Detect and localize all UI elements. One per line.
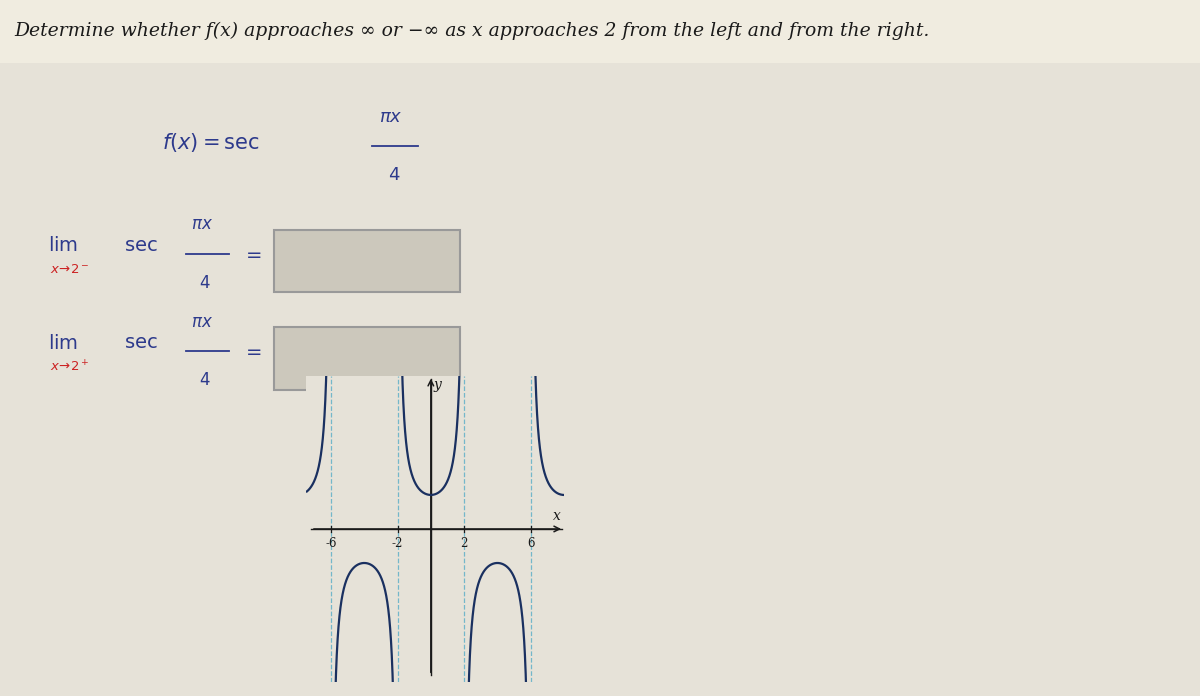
Text: $4$: $4$ [388, 166, 400, 184]
Text: $\pi x$: $\pi x$ [191, 314, 212, 331]
Text: $\pi x$: $\pi x$ [191, 216, 212, 233]
Text: $x\!\to\!2^+$: $x\!\to\!2^+$ [50, 359, 90, 374]
Text: $\lim$: $\lim$ [48, 333, 78, 353]
Text: 2: 2 [461, 537, 468, 551]
Text: -2: -2 [392, 537, 403, 551]
Text: $\sec$: $\sec$ [124, 334, 157, 352]
Text: Determine whether f(x) approaches ∞ or −∞ as x approaches 2 from the left and fr: Determine whether f(x) approaches ∞ or −… [14, 22, 930, 40]
Text: $\lim$: $\lim$ [48, 236, 78, 255]
Text: $x\!\to\!2^-$: $x\!\to\!2^-$ [50, 263, 90, 276]
FancyBboxPatch shape [274, 230, 460, 292]
Text: -6: -6 [325, 537, 337, 551]
Text: y: y [434, 377, 442, 392]
Text: $=$: $=$ [242, 245, 263, 263]
Text: $f(x) = \sec$: $f(x) = \sec$ [162, 131, 259, 155]
Text: x: x [553, 509, 560, 523]
Text: $\pi x$: $\pi x$ [379, 108, 403, 126]
Text: $=$: $=$ [242, 342, 263, 361]
Text: $\sec$: $\sec$ [124, 237, 157, 255]
FancyBboxPatch shape [274, 327, 460, 390]
FancyBboxPatch shape [0, 0, 1200, 63]
Text: $4$: $4$ [199, 275, 211, 292]
Text: 6: 6 [527, 537, 534, 551]
Text: $4$: $4$ [199, 372, 211, 389]
